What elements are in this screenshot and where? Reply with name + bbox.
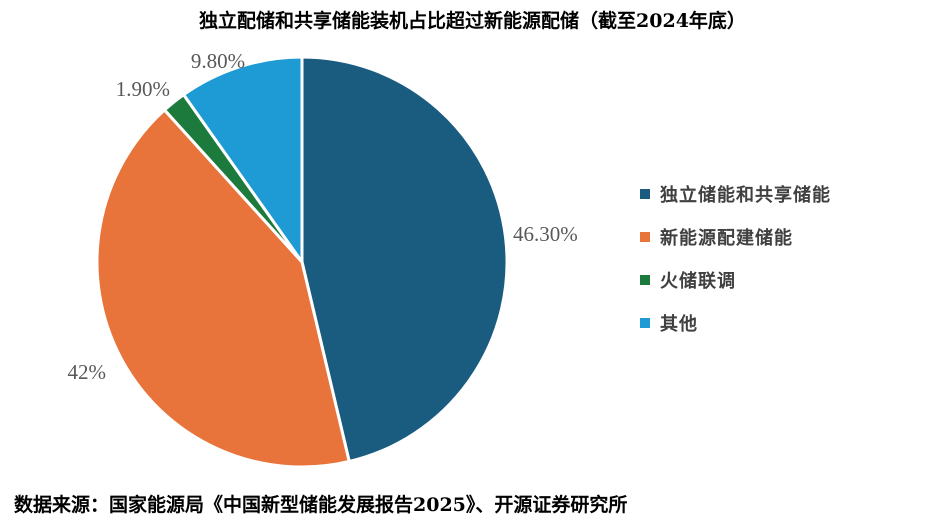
pie-data-labels: 46.30% 42% 1.90% 9.80%	[68, 49, 578, 384]
chart-title: 独立配储和共享储能装机占比超过新能源配储（截至2024年底）	[199, 10, 746, 32]
legend-label: 独立储能和共享储能	[660, 185, 831, 206]
source-note: 数据来源：国家能源局《中国新型储能发展报告2025》、开源证券研究所	[14, 494, 628, 516]
legend-item-independent-storage: 独立储能和共享储能	[640, 183, 831, 206]
data-label: 46.30%	[513, 222, 578, 246]
chart-legend: 独立储能和共享储能 新能源配建储能 火储联调 其他	[640, 183, 831, 355]
legend-item-renewable-storage: 新能源配建储能	[640, 226, 831, 249]
legend-swatch	[640, 232, 650, 242]
legend-label: 其他	[660, 314, 698, 335]
legend-swatch	[640, 318, 650, 328]
data-label: 9.80%	[191, 49, 245, 73]
legend-item-thermal-storage: 火储联调	[640, 269, 831, 292]
slice-renewable-storage	[95, 108, 351, 469]
slice-independent-storage	[300, 55, 509, 463]
legend-item-other: 其他	[640, 312, 831, 335]
legend-label: 火储联调	[660, 271, 736, 292]
legend-swatch	[640, 189, 650, 199]
data-label: 1.90%	[116, 77, 170, 101]
pie-slices	[95, 55, 509, 469]
legend-swatch	[640, 275, 650, 285]
slice-other	[182, 55, 304, 264]
legend-label: 新能源配建储能	[660, 228, 793, 249]
data-label: 42%	[68, 360, 107, 384]
